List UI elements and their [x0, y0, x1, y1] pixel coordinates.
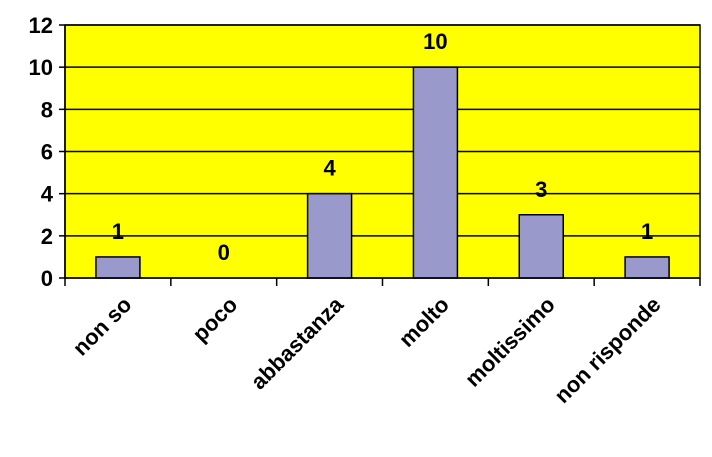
axes: [59, 24, 701, 286]
data-label-poco: 0: [218, 240, 230, 265]
y-axis-tick-labels: 0 2 4 6 8 10 12: [29, 13, 54, 291]
x-tick-label-poco: poco: [187, 292, 242, 347]
bars: [95, 66, 670, 279]
x-tick-label-non-so: non so: [68, 292, 137, 361]
data-label-moltissimo: 3: [535, 177, 547, 202]
bar-abbastanza: [306, 192, 353, 279]
x-tick-label-non-risponde: non risponde: [549, 292, 665, 408]
bar-molto: [412, 66, 459, 279]
y-tick-label-10: 10: [29, 55, 53, 80]
y-tick-label-6: 6: [41, 140, 53, 165]
x-tick-label-moltissimo: moltissimo: [460, 292, 560, 392]
bar-non-so: [95, 256, 141, 279]
data-label-abbastanza: 4: [323, 156, 336, 181]
x-tick-label-molto: molto: [394, 292, 454, 352]
bar-moltissimo: [518, 214, 564, 279]
y-tick-label-2: 2: [41, 224, 53, 249]
y-tick-label-12: 12: [29, 13, 53, 38]
bar-non-risponde: [624, 256, 670, 279]
data-label-non-risponde: 1: [641, 219, 653, 244]
data-label-molto: 10: [423, 29, 447, 54]
y-tick-label-8: 8: [41, 97, 53, 122]
y-tick-label-4: 4: [41, 182, 54, 207]
y-tick-label-0: 0: [41, 266, 53, 291]
x-tick-label-abbastanza: abbastanza: [246, 291, 349, 394]
gridlines: [65, 24, 700, 237]
data-label-non-so: 1: [112, 219, 124, 244]
